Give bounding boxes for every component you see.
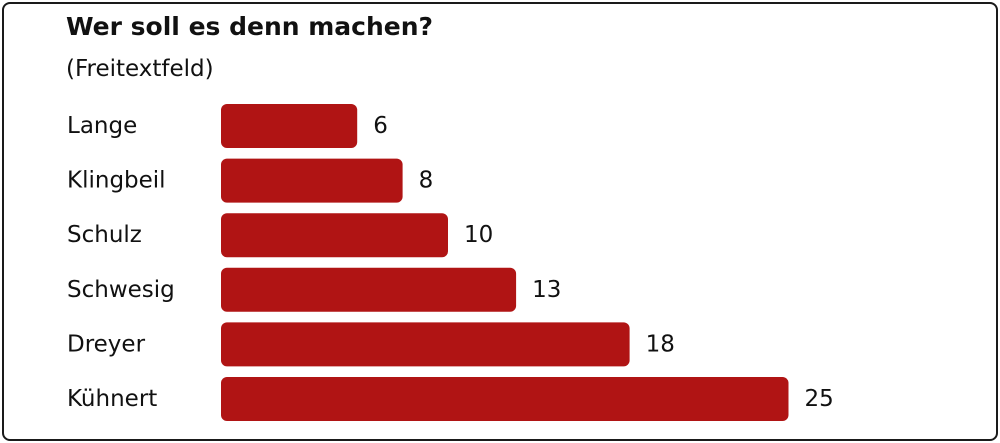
category-label: Lange [67,113,137,139]
value-label: 10 [464,222,493,248]
chart-subtitle: (Freitextfeld) [66,56,214,82]
category-label: Schwesig [67,277,175,303]
value-label: 6 [373,113,388,139]
bar [221,104,358,148]
bar [221,322,630,367]
category-label: Klingbeil [67,168,166,194]
category-label: Kühnert [67,386,157,412]
category-label: Dreyer [67,331,146,357]
bar [221,377,789,421]
chart-title: Wer soll es denn machen? [66,12,434,41]
value-label: 13 [532,277,561,303]
value-label: 18 [646,331,675,357]
value-label: 8 [419,168,434,194]
bar [221,267,517,312]
bar [221,213,448,258]
category-label: Schulz [67,222,142,248]
bar [221,158,403,203]
value-label: 25 [805,386,834,412]
